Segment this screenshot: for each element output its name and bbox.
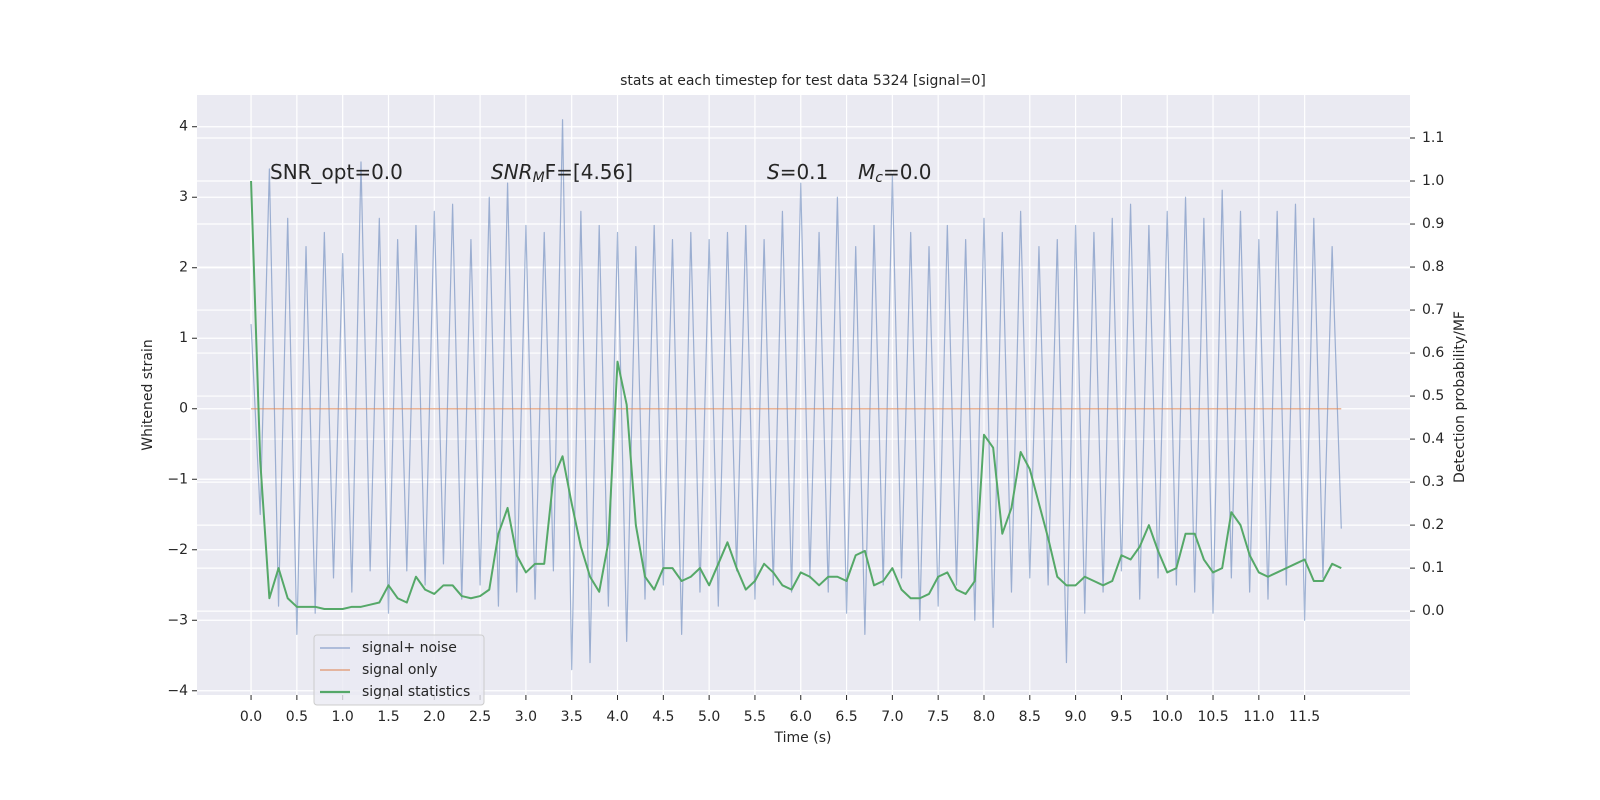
y-tick-label: −3 xyxy=(167,612,188,628)
x-tick-label: 5.5 xyxy=(744,709,766,725)
annotation-subscript: c xyxy=(875,170,883,186)
x-tick-label: 1.0 xyxy=(332,709,354,725)
annotation-symbol: SNR xyxy=(491,160,533,184)
axes: 0.0 0.5 1.0 1.5 2.0 2.5 3.0 3.5 4.0 4.5 5.0 5.5 6.0 6… xyxy=(167,119,1444,725)
x-tick-label: 7.0 xyxy=(881,709,903,725)
y2-tick-label: 0.2 xyxy=(1422,517,1444,533)
x-tick-label: 1.5 xyxy=(377,709,399,725)
x-tick-label: 3.5 xyxy=(561,709,583,725)
y2-tick-label: 1.0 xyxy=(1422,173,1444,189)
x-tick-label: 11.0 xyxy=(1243,709,1274,725)
legend-label: signal only xyxy=(362,662,437,678)
legend-label: signal statistics xyxy=(362,684,470,700)
x-tick-label: 3.0 xyxy=(515,709,537,725)
x-tick-label: 0.5 xyxy=(286,709,308,725)
x-tick-label: 10.5 xyxy=(1197,709,1228,725)
x-tick-label: 0.0 xyxy=(240,709,262,725)
y-axis-label: Whitened strain xyxy=(140,339,156,450)
y2-tick-label: 0.3 xyxy=(1422,474,1444,490)
y2-tick-label: 0.8 xyxy=(1422,259,1444,275)
y-tick-label: 3 xyxy=(179,189,188,205)
y-tick-label: 2 xyxy=(179,260,188,276)
x-tick-label: 9.0 xyxy=(1064,709,1086,725)
y2-tick-label: 0.6 xyxy=(1422,345,1444,361)
y2-tick-label: 0.9 xyxy=(1422,216,1444,232)
annotation-subscript: M xyxy=(533,170,545,186)
chart-title: stats at each timestep for test data 532… xyxy=(620,73,986,89)
x-tick-label: 10.0 xyxy=(1152,709,1183,725)
annotation-text: SNR_opt=0.0 xyxy=(270,160,403,184)
x-tick-label: 4.5 xyxy=(652,709,674,725)
legend-box xyxy=(313,634,485,706)
legend: signal+ noise signal only signal statistic… xyxy=(313,634,485,706)
legend-label: signal+ noise xyxy=(362,640,457,656)
annotation-symbol: S xyxy=(767,160,780,184)
x-tick-label: 2.5 xyxy=(469,709,491,725)
y-tick-label: 1 xyxy=(179,330,188,346)
y2-tick-label: 0.5 xyxy=(1422,388,1444,404)
x-tick-label: 7.5 xyxy=(927,709,949,725)
x-tick-label: 9.5 xyxy=(1110,709,1132,725)
annotation-text: =0.0 xyxy=(883,160,932,184)
y-tick-label: 0 xyxy=(179,401,188,417)
x-tick-label: 6.5 xyxy=(835,709,857,725)
y-tick-label: −2 xyxy=(167,542,188,558)
y2-tick-label: 0.0 xyxy=(1422,603,1444,619)
annotations: SNR_opt=0.0 SNRMF=[4.56] S=0.1 Mc=0.0 xyxy=(270,160,932,187)
annotation: SNRMF=[4.56] xyxy=(491,160,633,187)
x-axis-label: Time (s) xyxy=(774,730,832,746)
series-line xyxy=(250,180,1342,610)
y-tick-label: −1 xyxy=(167,471,188,487)
y-tick-label: 4 xyxy=(179,119,188,135)
y2-tick-label: 0.1 xyxy=(1422,560,1444,576)
annotation-text: F=[4.56] xyxy=(545,160,633,184)
y-tick-label: −4 xyxy=(167,683,188,699)
y2-tick-label: 0.4 xyxy=(1422,431,1444,447)
x-tick-label: 2.0 xyxy=(423,709,445,725)
annotation: SNR_opt=0.0 xyxy=(270,160,403,184)
y2-axis-label: Detection probability/MF xyxy=(1452,311,1468,483)
lines xyxy=(250,119,1342,671)
y2-tick-label: 1.1 xyxy=(1422,130,1444,146)
x-tick-label: 4.0 xyxy=(606,709,628,725)
annotation-symbol: M xyxy=(858,160,875,184)
annotation-text: =0.1 xyxy=(780,160,829,184)
y2-tick-label: 0.7 xyxy=(1422,302,1444,318)
series-line xyxy=(250,119,1342,671)
annotation: Mc=0.0 xyxy=(858,160,932,187)
x-tick-label: 8.0 xyxy=(973,709,995,725)
x-tick-label: 6.0 xyxy=(790,709,812,725)
annotation: S=0.1 xyxy=(767,160,828,184)
plot-area xyxy=(197,95,1410,695)
x-tick-label: 5.0 xyxy=(698,709,720,725)
x-tick-label: 8.5 xyxy=(1019,709,1041,725)
x-tick-label: 11.5 xyxy=(1289,709,1320,725)
